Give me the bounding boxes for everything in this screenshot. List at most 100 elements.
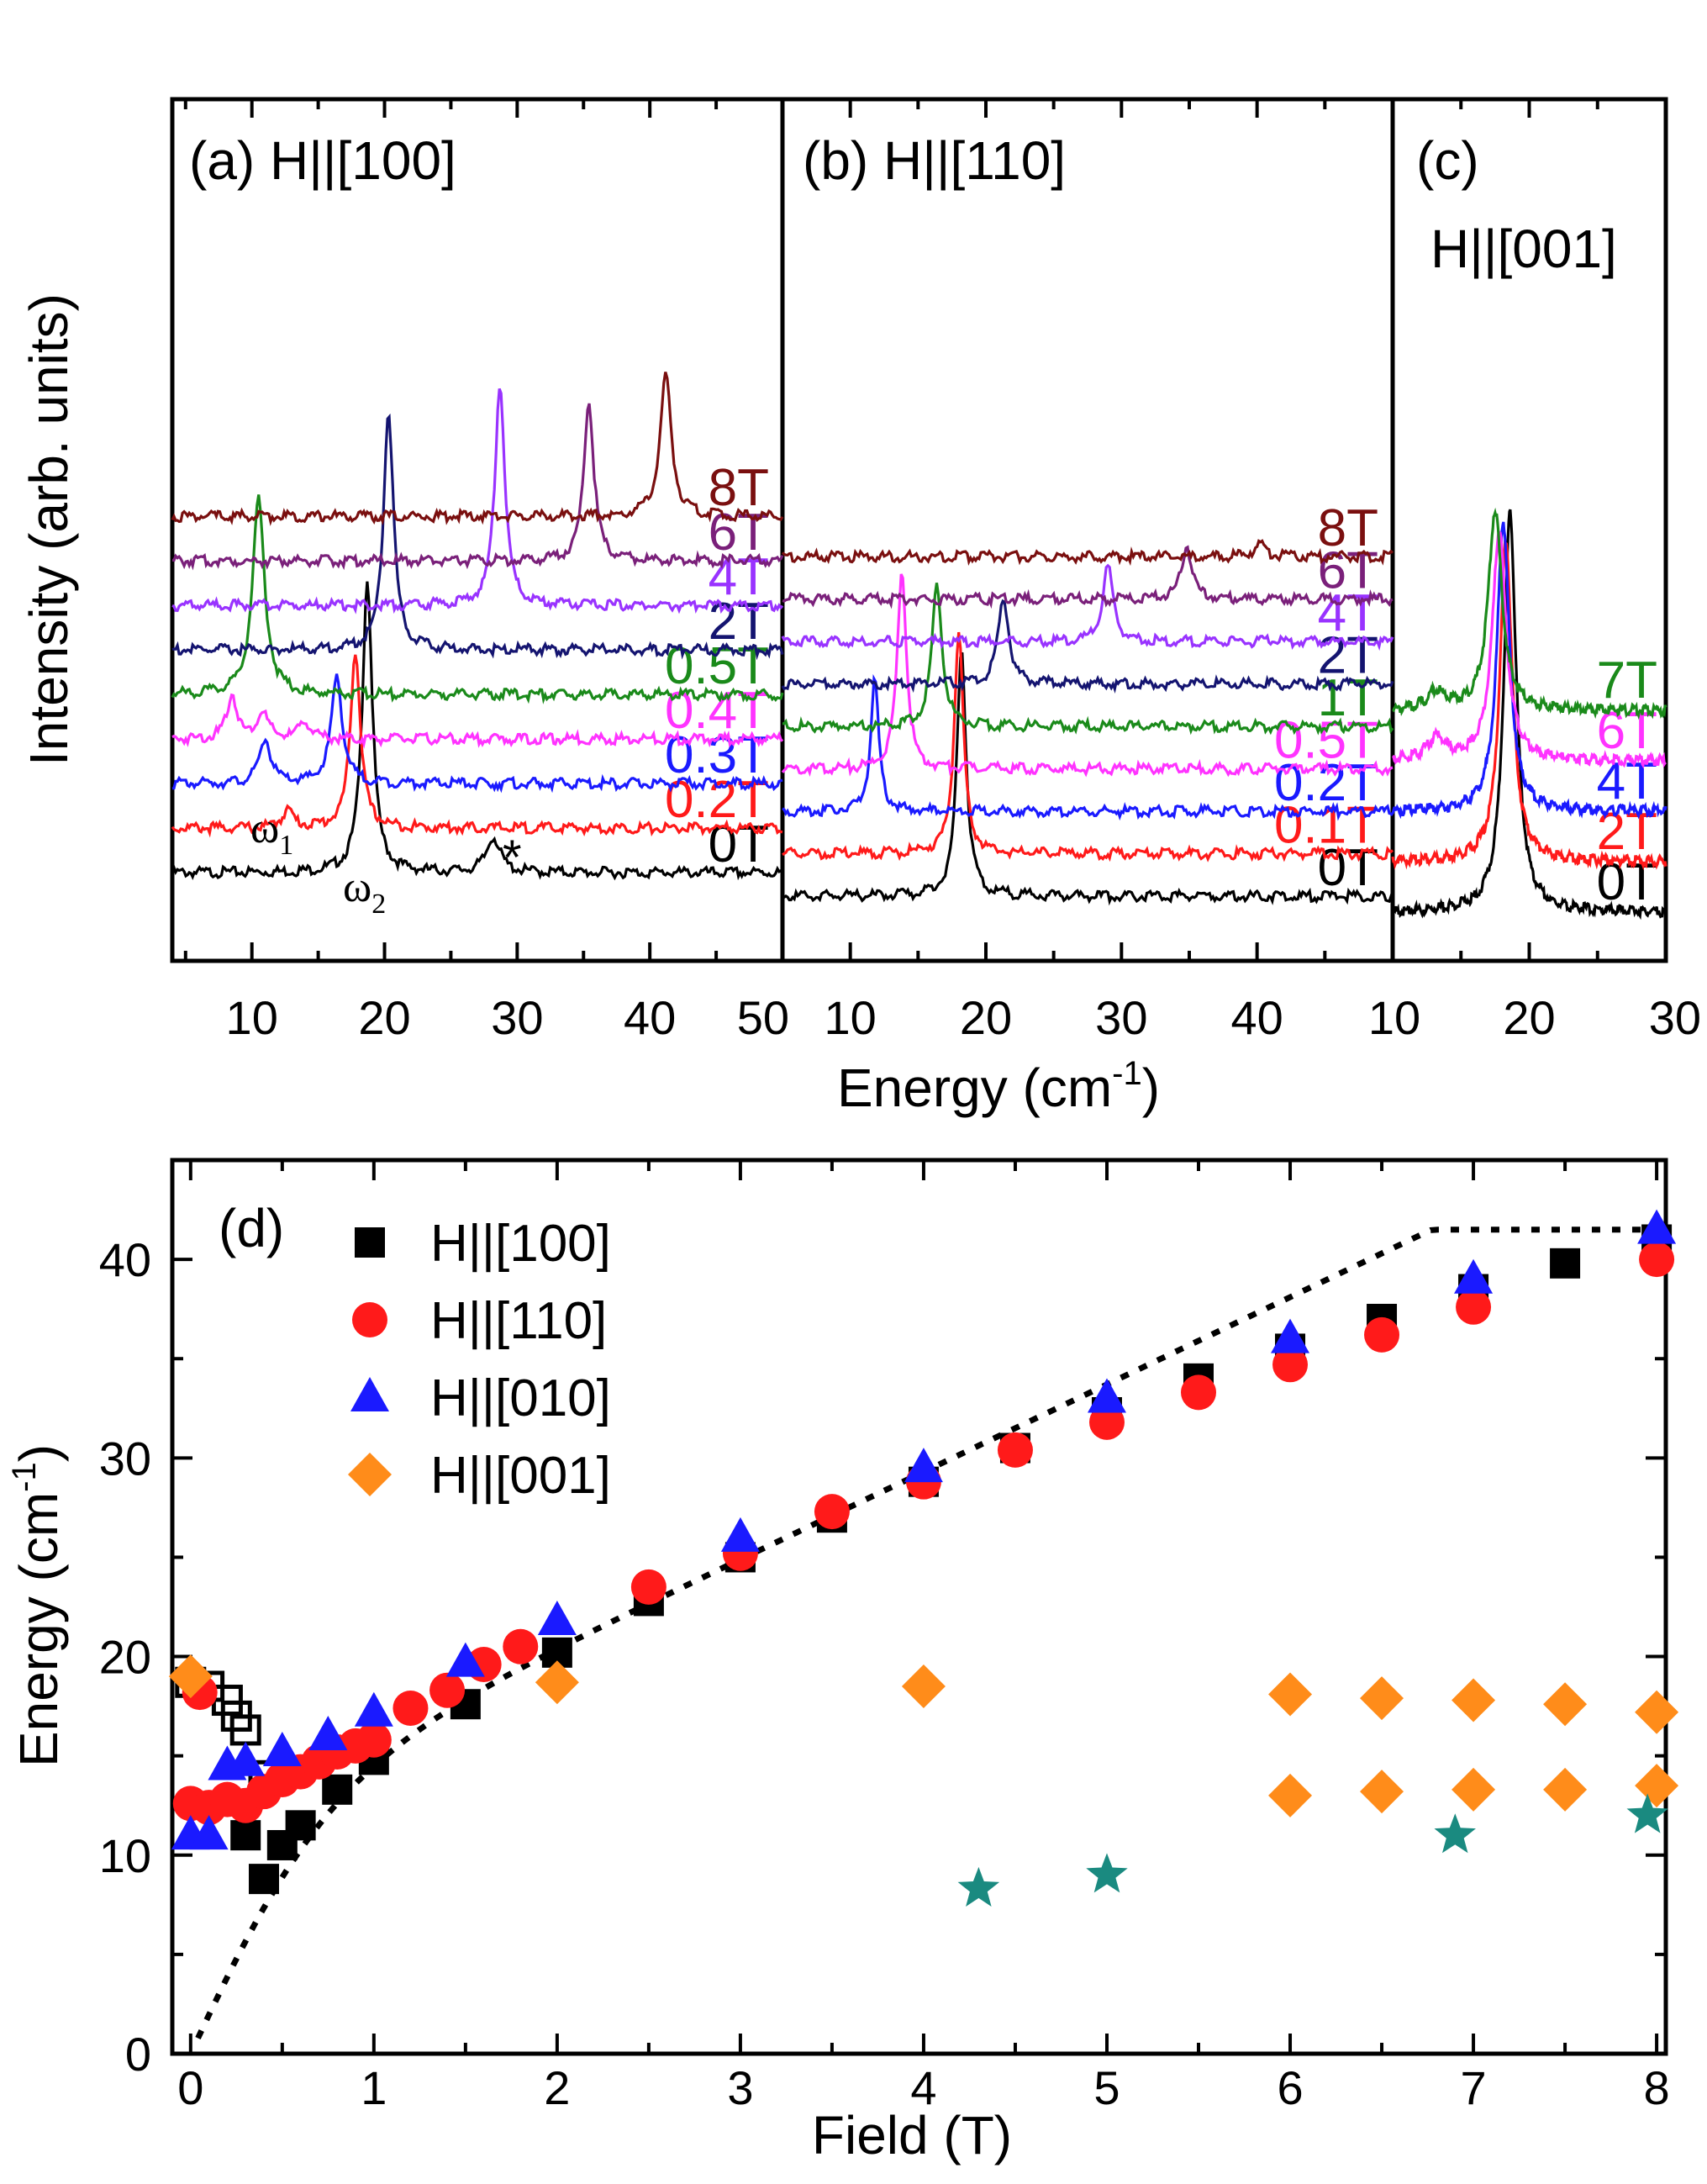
point-circle xyxy=(393,1690,429,1726)
field-axis-label: Field (T) xyxy=(812,2105,1012,2166)
spectrum-a-0.2T xyxy=(171,654,783,838)
point-circle xyxy=(814,1494,850,1530)
tick-label-b-40: 40 xyxy=(1231,991,1283,1044)
point-diamond xyxy=(1635,1690,1679,1734)
series-label-a-8T: 8T xyxy=(709,459,769,517)
panel-b-title: (b) H||[110] xyxy=(803,130,1066,191)
point-diamond xyxy=(1635,1764,1679,1808)
panel-c-title: (c) xyxy=(1416,130,1479,191)
point-square xyxy=(322,1774,353,1805)
spectrum-b-0.2T xyxy=(782,673,1394,821)
series-label-b-0.5T: 0.5T xyxy=(1274,712,1378,770)
point-diamond xyxy=(1268,1672,1313,1717)
series-label-c-7T: 7T xyxy=(1597,652,1657,710)
series-label-c-0T: 0T xyxy=(1597,853,1657,911)
point-diamond xyxy=(1268,1773,1313,1817)
point-diamond xyxy=(1543,1767,1588,1812)
point-circle xyxy=(356,1722,392,1758)
spectrum-a-0.5T xyxy=(171,494,784,704)
intensity-axis-label: Intensity (arb. units) xyxy=(18,293,79,766)
energy-axis-label: Energy (cm-1) xyxy=(837,1055,1160,1118)
point-triangle xyxy=(1637,1209,1677,1244)
tick-label-a-20: 20 xyxy=(358,991,410,1044)
panel-d-axes: 0 1 2 3 4 5 6 7 8 0 10 20 30 40 xyxy=(99,1158,1670,2114)
point-diamond xyxy=(901,1664,946,1708)
spectrum-a-0T xyxy=(171,581,783,881)
point-triangle xyxy=(1087,1378,1126,1413)
point-square xyxy=(285,1810,316,1841)
point-triangle xyxy=(445,1642,485,1677)
series-label-b-8T: 8T xyxy=(1318,499,1378,557)
series-label-a-0.2T: 0.2T xyxy=(665,771,769,829)
panel-d-title: (d) xyxy=(219,1198,284,1258)
point-triangle xyxy=(537,1601,577,1636)
point-triangle xyxy=(720,1517,760,1552)
point-circle xyxy=(1456,1289,1492,1325)
spectrum-c-0T xyxy=(1391,509,1667,921)
spectrum-c-4T xyxy=(1391,521,1667,820)
point-diamond xyxy=(1451,1767,1496,1812)
point-circle xyxy=(429,1672,466,1708)
legend-label-2: H||[010] xyxy=(430,1369,611,1427)
tick-label-d-y-10: 10 xyxy=(99,1829,151,1882)
spectrum-b-6T xyxy=(782,545,1394,609)
point-triangle xyxy=(226,1741,266,1776)
series-label-b-6T: 6T xyxy=(1318,542,1378,600)
point-square xyxy=(249,1864,280,1895)
spectrum-b-0.5T xyxy=(781,573,1394,778)
tick-label-d-x-2: 2 xyxy=(544,2061,570,2114)
point-star xyxy=(957,1866,1000,1907)
point-circle xyxy=(1181,1374,1217,1411)
spectrum-a-0.4T xyxy=(171,693,784,749)
spectrum-a-4T xyxy=(171,388,784,615)
tick-label-d-x-3: 3 xyxy=(727,2061,753,2114)
series-label-b-4T: 4T xyxy=(1318,584,1378,642)
spectrum-c-7T xyxy=(1392,507,1667,720)
point-circle xyxy=(1639,1242,1675,1278)
tick-label-d-y-0: 0 xyxy=(125,2028,151,2081)
panel-a-title: (a) H||[100] xyxy=(189,130,456,191)
tick-label-d-y-30: 30 xyxy=(99,1432,151,1485)
tick-label-c-20: 20 xyxy=(1503,991,1555,1044)
panel-d-frame xyxy=(170,1158,1668,2056)
spectrum-a-6T xyxy=(171,403,784,571)
tick-label-a-30: 30 xyxy=(491,991,543,1044)
spectrum-b-4T xyxy=(781,563,1394,652)
tick-label-d-x-5: 5 xyxy=(1093,2061,1120,2114)
tick-label-d-x-7: 7 xyxy=(1460,2061,1486,2114)
spectrum-a-0.3T xyxy=(171,673,783,794)
point-triangle xyxy=(308,1716,348,1751)
spectrum-a-2T xyxy=(171,413,784,661)
point-circle xyxy=(1364,1316,1400,1353)
top-axis-ticks: 10 20 30 40 50 10 20 30 40 10 20 30 xyxy=(183,99,1701,1044)
star-annotation: * xyxy=(503,831,522,885)
tick-label-d-x-1: 1 xyxy=(361,2061,387,2114)
spectrum-c-2T xyxy=(1391,540,1667,871)
point-triangle xyxy=(1271,1318,1310,1353)
point-diamond xyxy=(1543,1682,1588,1727)
panel-d-legend: H||[100] H||[110] H||[010] H||[001] xyxy=(348,1215,611,1505)
point-circle xyxy=(997,1432,1033,1468)
point-square xyxy=(1550,1248,1581,1279)
point-star xyxy=(1086,1853,1128,1893)
spectrum-b-0.1T xyxy=(782,631,1394,863)
point-triangle xyxy=(904,1448,943,1483)
tick-label-a-50: 50 xyxy=(737,991,789,1044)
legend-marker-0 xyxy=(355,1227,385,1258)
point-triangle xyxy=(354,1691,393,1727)
tick-label-d-x-0: 0 xyxy=(177,2061,203,2114)
energy-d-axis-label: Energy (cm-1) xyxy=(6,1444,69,1767)
legend-marker-3 xyxy=(348,1453,392,1496)
point-diamond xyxy=(535,1660,579,1705)
point-circle xyxy=(1088,1404,1125,1440)
spectrum-b-2T xyxy=(781,599,1394,694)
point-circle xyxy=(630,1569,666,1605)
omega2-label: ω2 xyxy=(343,863,386,920)
point-triangle xyxy=(262,1731,302,1766)
point-diamond xyxy=(168,1654,213,1699)
point-circle xyxy=(1272,1347,1309,1383)
panel-d-points xyxy=(168,1209,1679,1907)
point-diamond xyxy=(1451,1678,1496,1722)
